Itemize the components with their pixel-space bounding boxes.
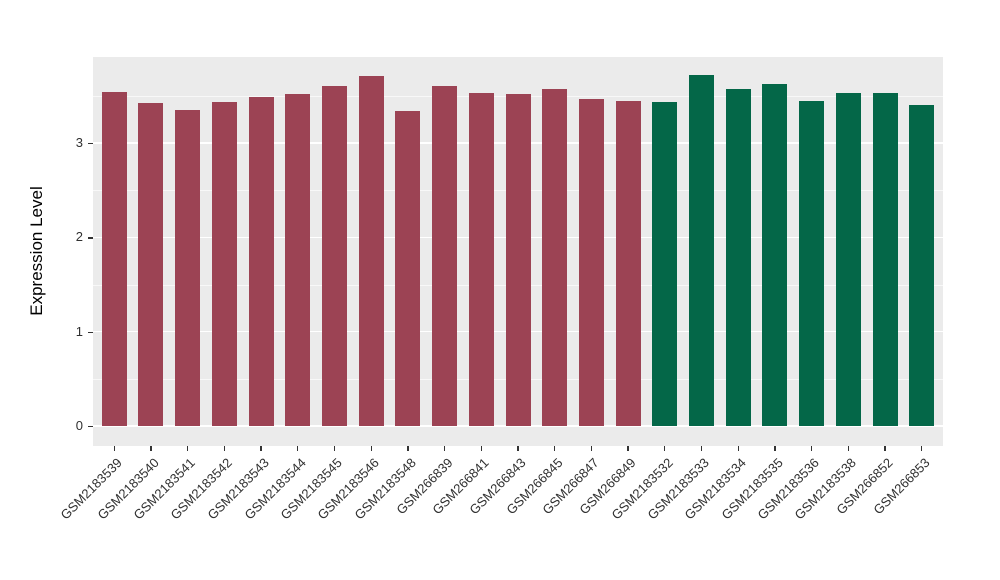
bar-GSM2183541 [175,110,201,426]
y-tick-label-0: 0 [75,418,83,433]
bar-GSM2183540 [138,103,164,426]
bar-GSM2183533 [689,75,715,426]
x-tick-mark-GSM2183544 [297,446,299,451]
x-tick-mark-GSM2183539 [113,446,115,451]
x-tick-mark-GSM2183532 [664,446,666,451]
bar-GSM2183546 [358,76,384,426]
bar-GSM2183532 [652,101,678,426]
x-tick-mark-GSM2183533 [700,446,703,451]
x-tick-mark-GSM2183536 [811,446,813,451]
bar-GSM2183538 [835,93,861,426]
x-tick-mark-GSM2183541 [186,446,189,451]
bar-GSM2183543 [248,96,274,426]
y-tick-label-2: 2 [75,229,83,245]
x-tick-mark-GSM266852 [884,446,886,451]
bar-GSM2183548 [395,111,421,426]
x-tick-mark-GSM2183534 [737,446,739,451]
y-tick-mark-2 [88,237,93,239]
bar-GSM2183545 [321,85,347,426]
x-tick-mark-GSM266845 [554,446,556,451]
x-tick-mark-GSM2183545 [333,446,336,451]
bar-GSM2183544 [285,94,311,426]
bar-GSM2183539 [101,92,127,426]
gridline-major-0 [93,425,943,427]
y-tick-label-3: 3 [75,135,83,151]
bar-GSM266843 [505,94,531,426]
x-tick-mark-GSM2183548 [407,446,409,451]
bar-GSM266845 [542,89,568,426]
bar-GSM266852 [872,93,898,426]
x-tick-mark-GSM266839 [443,446,446,451]
y-tick-label-1: 1 [75,323,83,339]
y-tick-mark-0 [88,426,93,428]
bar-GSM266853 [909,105,935,426]
x-tick-mark-GSM2183546 [370,446,372,451]
x-tick-mark-GSM2183540 [150,446,152,451]
bar-GSM2183536 [799,100,825,426]
bar-GSM266839 [432,85,458,426]
bar-GSM266841 [468,93,494,426]
bar-GSM2183542 [211,101,237,426]
x-tick-mark-GSM2183542 [223,446,225,451]
x-tick-mark-GSM266847 [590,446,593,451]
y-tick-mark-1 [88,331,93,333]
x-tick-mark-GSM2183543 [260,446,262,451]
bar-GSM2183535 [762,83,788,426]
bar-GSM266847 [578,98,604,426]
x-tick-mark-GSM266853 [921,446,923,451]
bar-GSM266849 [615,100,641,426]
x-tick-mark-GSM2183535 [774,446,776,451]
x-tick-mark-GSM2183538 [847,446,850,451]
bar-GSM2183534 [725,89,751,426]
x-tick-mark-GSM266849 [627,446,629,451]
y-tick-mark-3 [88,143,93,145]
y-axis-title-text: Expression Level [27,186,46,316]
plot-panel [93,57,943,446]
x-tick-mark-GSM266841 [480,446,482,451]
x-tick-mark-GSM266843 [517,446,519,451]
